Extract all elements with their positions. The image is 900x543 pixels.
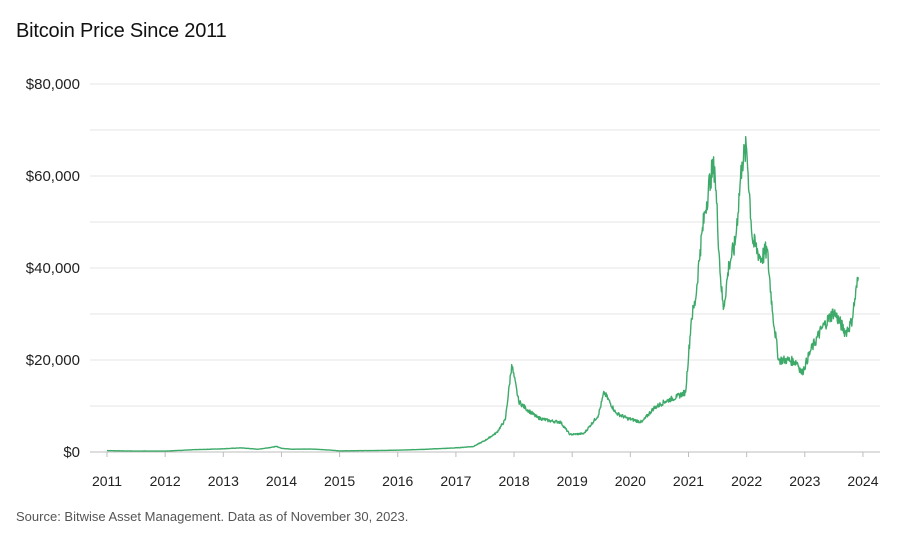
x-tick-label: 2017 xyxy=(440,473,471,489)
x-tick-label: 2023 xyxy=(789,473,820,489)
y-axis-ticks: $0 $20,000 $40,000 $60,000 $80,000 xyxy=(26,76,80,461)
x-tick-label: 2011 xyxy=(92,473,122,489)
series-line-bitcoin-price xyxy=(106,136,859,452)
x-tick-label: 2022 xyxy=(731,473,762,489)
x-tick-label: 2015 xyxy=(324,473,355,489)
source-note: Source: Bitwise Asset Management. Data a… xyxy=(16,509,409,524)
x-tick-label: 2018 xyxy=(498,473,529,489)
x-tick-label: 2020 xyxy=(615,473,646,489)
x-tick-label: 2012 xyxy=(150,473,181,489)
x-tick-label: 2016 xyxy=(382,473,413,489)
x-tick-label: 2024 xyxy=(847,473,878,489)
x-tick-label: 2021 xyxy=(673,473,704,489)
x-tick-label: 2013 xyxy=(208,473,239,489)
chart-title: Bitcoin Price Since 2011 xyxy=(16,20,227,42)
x-tick-label: 2019 xyxy=(557,473,588,489)
y-tick-label: $20,000 xyxy=(26,352,80,369)
x-axis-ticks: 2011 2012 2013 2014 2015 2016 2017 2018 2019 2020… xyxy=(92,452,879,489)
y-tick-label: $40,000 xyxy=(26,260,80,277)
gridlines xyxy=(90,83,880,453)
x-tick-label: 2014 xyxy=(266,473,297,489)
y-tick-label: $0 xyxy=(63,444,80,461)
y-tick-label: $60,000 xyxy=(26,168,80,185)
y-tick-label: $80,000 xyxy=(26,76,80,93)
